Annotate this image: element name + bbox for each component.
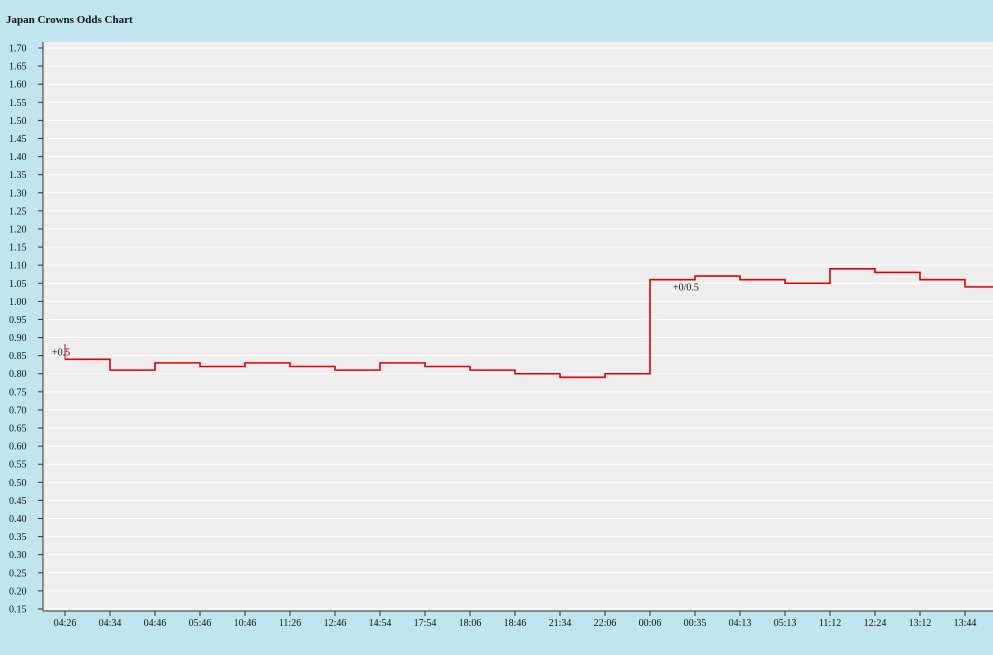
y-tick-label: 0.65 xyxy=(9,424,27,435)
y-tick-label: 0.70 xyxy=(9,405,27,416)
x-tick-label: 05:13 xyxy=(774,618,797,629)
x-tick-label: 17:54 xyxy=(414,618,437,629)
x-tick-label: 14:54 xyxy=(369,618,392,629)
y-tick-label: 1.25 xyxy=(9,206,27,217)
y-tick-label: 1.60 xyxy=(9,80,27,91)
x-tick-label: 13:12 xyxy=(909,618,932,629)
x-tick-label: 11:12 xyxy=(819,618,841,629)
plot-background xyxy=(43,42,993,611)
y-tick-label: 0.50 xyxy=(9,478,27,489)
y-tick-label: 1.35 xyxy=(9,170,27,181)
y-tick-label: 0.20 xyxy=(9,586,27,597)
y-tick-label: 0.40 xyxy=(9,514,27,525)
x-tick-label: 22:06 xyxy=(594,618,617,629)
y-tick-label: 1.55 xyxy=(9,98,27,109)
y-tick-label: 0.90 xyxy=(9,333,27,344)
y-tick-label: 1.00 xyxy=(9,297,27,308)
y-tick-label: 1.10 xyxy=(9,261,27,272)
y-tick-label: 1.30 xyxy=(9,188,27,199)
y-tick-label: 0.15 xyxy=(9,605,27,616)
x-tick-label: 04:34 xyxy=(99,618,122,629)
x-tick-label: 12:46 xyxy=(324,618,347,629)
x-tick-label: 18:46 xyxy=(504,618,527,629)
x-tick-label: 12:24 xyxy=(864,618,887,629)
y-tick-label: 0.80 xyxy=(9,369,27,380)
series-line xyxy=(65,267,993,379)
y-tick-label: 1.40 xyxy=(9,152,27,163)
chart-area: 0.15 0.20 0.25 0.30 0.35 0.40 0.45 0.50 0.55 0.60… xyxy=(0,42,993,655)
y-tick-label: 0.95 xyxy=(9,315,27,326)
y-tick-label: 1.45 xyxy=(9,134,27,145)
x-tick-label: 13:44 xyxy=(954,618,977,629)
y-tick-label: 0.30 xyxy=(9,550,27,561)
x-tick-label: 00:35 xyxy=(684,618,707,629)
chart-header: Japan Crowns Odds Chart xyxy=(0,0,993,42)
y-tick-label: 1.70 xyxy=(9,44,27,55)
y-tick-label: 1.20 xyxy=(9,224,27,235)
y-tick-label: 0.85 xyxy=(9,351,27,362)
y-tick-label: 1.15 xyxy=(9,243,27,254)
x-tick-label: 11:26 xyxy=(279,618,301,629)
y-tick-label: 0.25 xyxy=(9,568,27,579)
y-tick-label: 0.75 xyxy=(9,387,27,398)
y-tick-label: 0.60 xyxy=(9,442,27,453)
y-tick-label: 1.50 xyxy=(9,116,27,127)
y-tick-label: 1.65 xyxy=(9,62,27,73)
x-tick-label: 04:26 xyxy=(54,618,77,629)
odds-chart: 0.15 0.20 0.25 0.30 0.35 0.40 0.45 0.50 0.55 0.60… xyxy=(9,42,993,629)
x-tick-label: 10:46 xyxy=(234,618,257,629)
x-tick-label: 05:46 xyxy=(189,618,212,629)
x-tick-label: 04:46 xyxy=(144,618,167,629)
x-tick-label: 21:34 xyxy=(549,618,572,629)
x-tick-label: 00:06 xyxy=(639,618,662,629)
x-tick-label: 04:13 xyxy=(729,618,752,629)
y-tick-label: 1.05 xyxy=(9,279,27,290)
line-annotation: +0.5 xyxy=(52,347,70,358)
y-tick-label: 0.55 xyxy=(9,460,27,471)
y-tick-label: 0.45 xyxy=(9,496,27,507)
x-tick-label: 18:06 xyxy=(459,618,482,629)
y-tick-label: 0.35 xyxy=(9,532,27,543)
chart-title: Japan Crowns Odds Chart xyxy=(6,14,133,26)
line-annotation: +0/0.5 xyxy=(673,283,699,294)
